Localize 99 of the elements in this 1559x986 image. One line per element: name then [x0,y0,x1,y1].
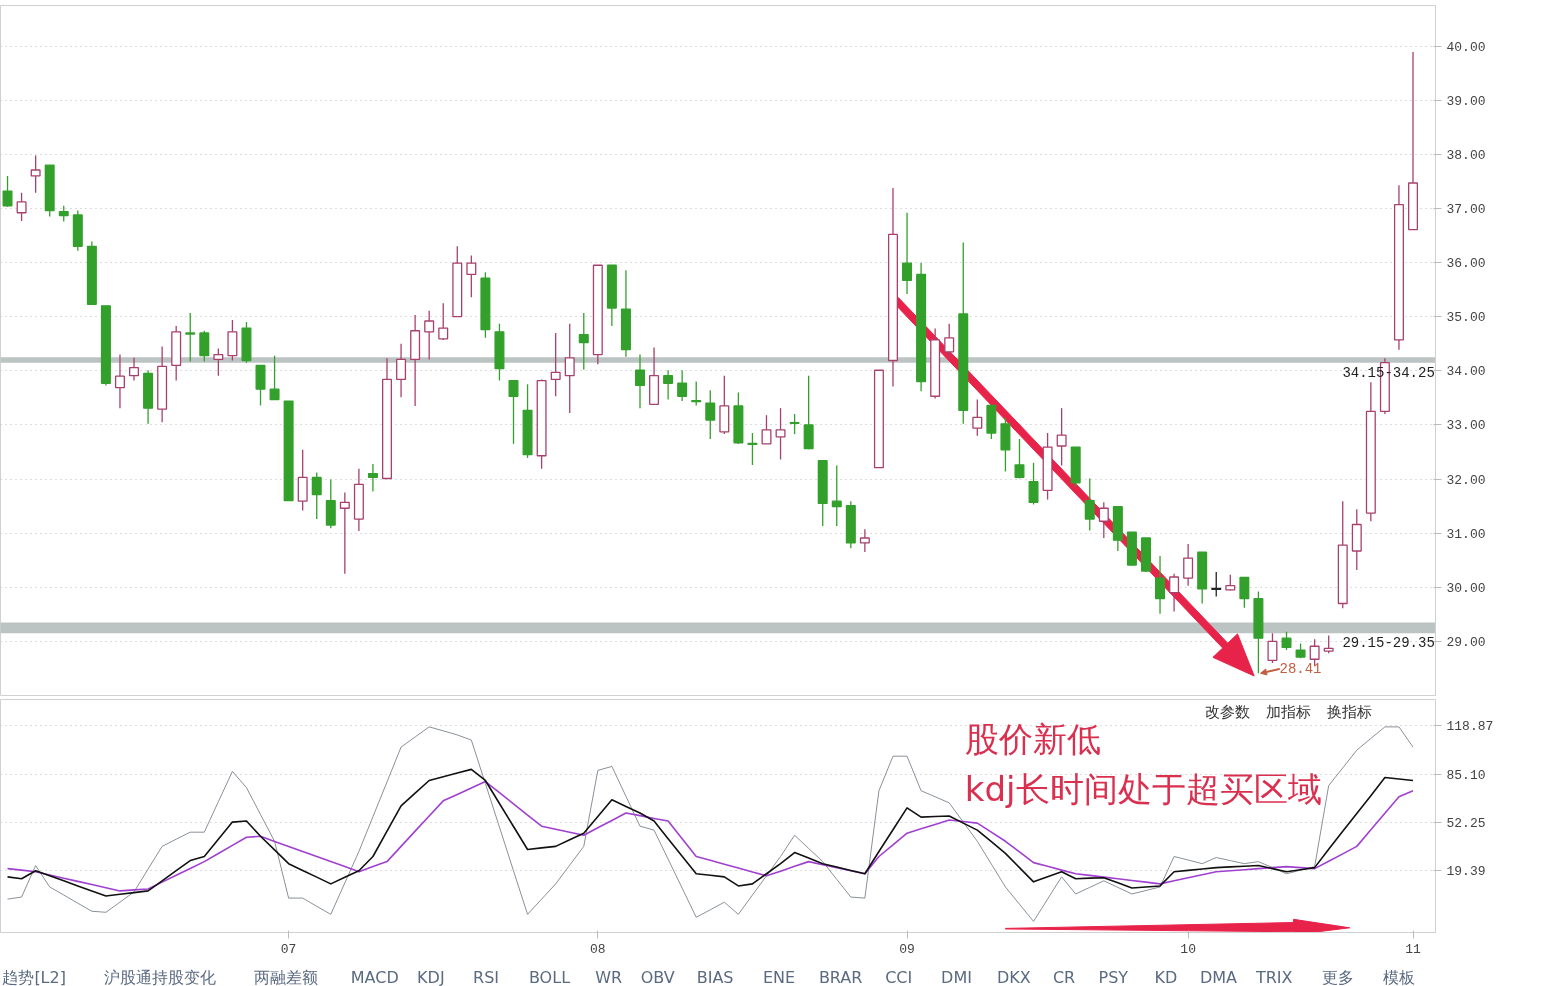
candlestick [663,369,674,401]
candlestick [705,389,716,440]
candlestick [691,380,702,407]
candlestick [255,364,266,407]
candlestick [1056,407,1067,467]
text: 趋势[L2] [2,968,66,986]
text: DMA [1199,968,1238,986]
y-tick-label: 118.87 [1446,718,1494,734]
text: CR [1052,968,1076,986]
candlestick [831,464,842,527]
candlestick [1183,543,1194,587]
candlestick [297,449,308,512]
band-label: 29.15-29.35 [1342,635,1435,652]
y-tick-label: 52.25 [1446,816,1486,832]
text: 两融差额 [254,968,319,986]
candlestick [466,254,477,298]
text: TRIX [1254,968,1293,986]
x-tick-label: 07 [280,941,297,957]
x-tick-label: 10 [1180,941,1196,957]
y-tick-label: 35.00 [1446,310,1486,326]
candlestick [1098,501,1109,539]
candlestick [677,369,688,402]
y-tick-label: 32.00 [1446,472,1486,488]
annotation: 改参数 [1204,703,1250,722]
candlestick [227,319,238,362]
candlestick [367,463,378,493]
annotation: 28.41 [1279,661,1322,678]
annotation: 加指标 [1265,703,1311,722]
candlestick [30,154,41,194]
candlestick [972,398,983,437]
candlestick [339,491,350,575]
candlestick [16,192,27,222]
y-tick-label: 29.00 [1446,634,1486,650]
text: KD [1154,968,1178,986]
candlestick [269,354,280,401]
candlestick [1084,477,1095,532]
candlestick [859,528,870,553]
y-tick-label: 37.00 [1446,201,1486,217]
candlestick [396,343,407,398]
candlestick [1028,462,1039,506]
text: RSI [473,968,500,986]
text: DKX [997,968,1031,986]
text: ENE [762,968,796,986]
y-tick-label: 39.00 [1446,93,1486,109]
candlestick [803,375,814,450]
candlestick [1267,632,1278,664]
candlestick [311,471,322,520]
text: BIAS [696,968,734,986]
candlestick [424,310,435,361]
text: 沪股通持股变化 [104,968,217,986]
candlestick [761,414,772,445]
candlestick [2,175,13,208]
candlestick [634,353,645,409]
candlestick [1014,438,1025,480]
x-tick-label: 09 [899,941,915,957]
x-tick-label: 08 [590,941,606,957]
y-tick-label: 36.00 [1446,256,1486,272]
text: DMI [941,968,972,986]
candlestick [789,413,800,435]
annotation: kdj长时间处于超买区域 [964,769,1322,810]
text: 模板 [1382,968,1415,986]
text: BOLL [528,968,571,986]
y-tick-label: 19.39 [1446,864,1486,880]
annotation: 股价新低 [964,719,1101,760]
text: 更多 [1322,968,1355,986]
text: OBV [640,968,675,986]
candlestick [1211,571,1222,598]
candlestick [564,323,575,414]
candlestick [1155,555,1166,615]
text: WR [595,968,623,986]
x-tick-label: 11 [1405,941,1422,957]
y-tick-label: 30.00 [1446,580,1486,596]
y-tick-label: 33.00 [1446,418,1486,434]
candlestick [1169,573,1180,613]
candlestick [944,323,955,359]
candlestick [114,353,125,409]
candlestick [185,312,196,363]
y-tick-label: 31.00 [1446,526,1486,542]
y-tick-label: 40.00 [1446,39,1486,55]
text: CCI [885,968,913,986]
candlestick [550,332,561,397]
candlestick [508,379,519,445]
y-tick-label: 38.00 [1446,147,1486,163]
text: MACD [350,968,399,986]
candlestick [775,407,786,461]
candlestick [129,357,140,382]
y-tick-label: 85.10 [1446,767,1486,783]
candlestick [438,302,449,341]
candlestick [902,212,913,295]
candlestick [199,330,210,363]
y-tick-label: 34.00 [1446,364,1486,380]
annotation: 换指标 [1326,703,1372,722]
candlestick [213,347,224,377]
text: BRAR [818,968,863,986]
candlestick [1239,576,1250,609]
candlestick [1281,630,1292,651]
candlestick [578,312,589,371]
text: PSY [1098,968,1129,986]
text: KDJ [417,968,445,986]
